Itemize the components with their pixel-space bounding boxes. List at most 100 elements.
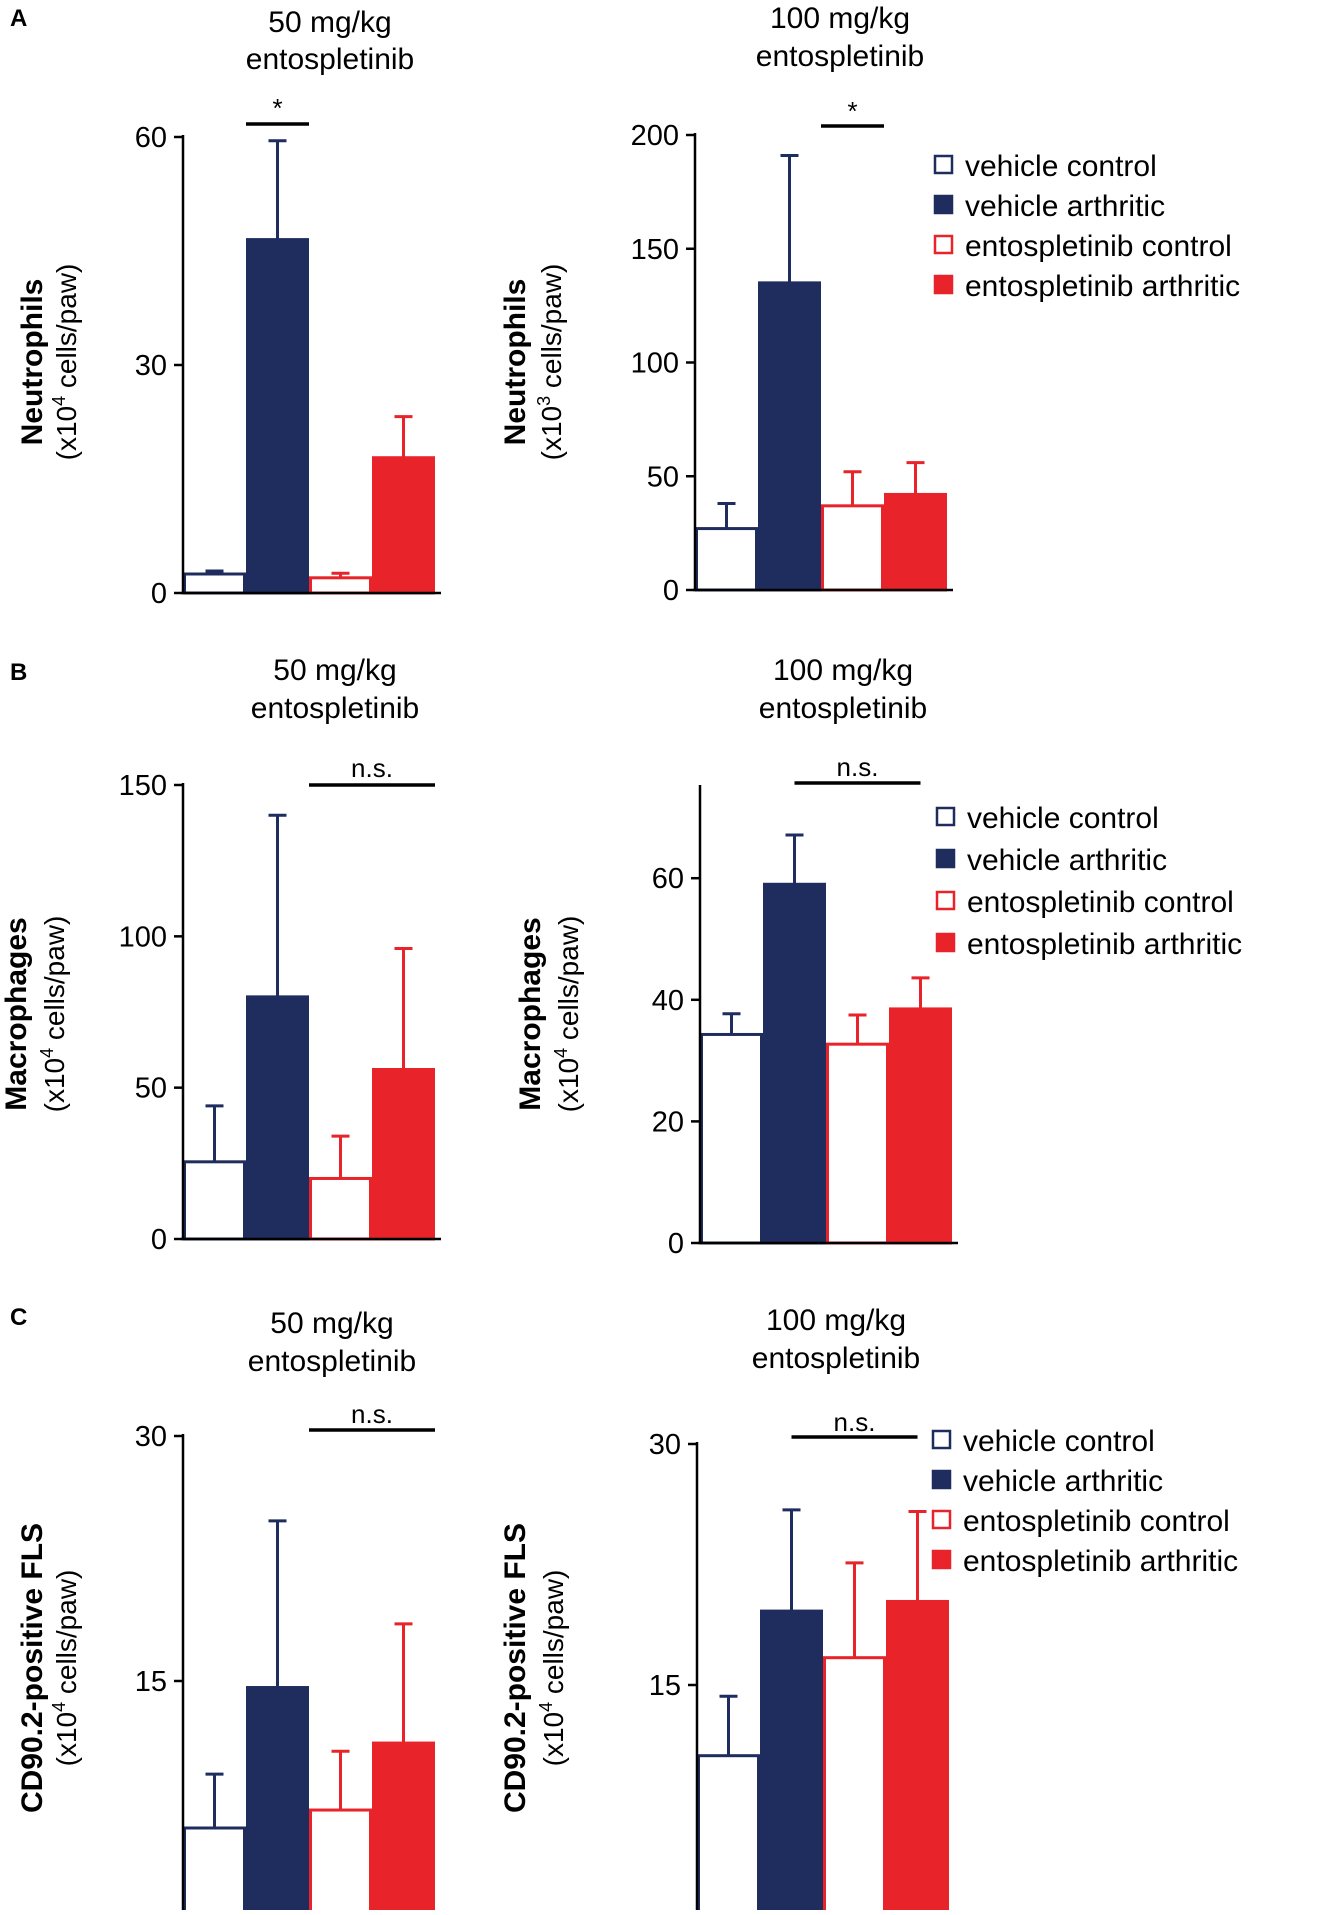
- bar-vehicle-arthritic: [246, 238, 309, 595]
- y-tick-label: 200: [631, 120, 679, 152]
- y-axis-unit: (x104 cells/paw): [551, 916, 584, 1113]
- y-axis-title: CD90.2-positive FLS: [16, 1523, 49, 1813]
- significance-label: *: [847, 96, 857, 126]
- y-tick-label: 20: [652, 1106, 684, 1138]
- y-tick-label: 150: [119, 770, 167, 802]
- chart-panel-4: 100 mg/kg entospletinib 0 20 40 60 Macrophages…: [514, 654, 1242, 1260]
- legend-swatch-entospletinib-control: [935, 890, 956, 911]
- bar-vehicle-arthritic: [246, 995, 309, 1241]
- bar-entospletinib-control: [826, 1042, 889, 1245]
- y-axis-title: Neutrophils: [499, 279, 532, 446]
- y-tick-label: 0: [151, 1224, 167, 1256]
- chart-title-line: entospletinib: [752, 1342, 920, 1375]
- legend-swatch-vehicle-control: [931, 1429, 952, 1450]
- y-axis-unit-part: cells/paw): [538, 1570, 569, 1702]
- legend-swatch-vehicle-arthritic: [931, 1469, 952, 1490]
- legend-swatch-vehicle-arthritic: [933, 194, 954, 215]
- y-axis-unit-part: cells/paw): [51, 1570, 82, 1702]
- y-axis-unit: (x103 cells/paw): [534, 264, 567, 461]
- legend-swatch-entospletinib-arthritic: [933, 274, 954, 295]
- y-axis-unit-part: cells/paw): [553, 916, 584, 1048]
- legend-swatch-entospletinib-control: [933, 234, 954, 255]
- chart-panel-5: C50 mg/kgentospletinib01530CD90.2-positi…: [10, 1304, 435, 1915]
- significance-label: n.s.: [837, 752, 879, 782]
- chart-title-line: entospletinib: [756, 40, 924, 73]
- significance-label: *: [272, 93, 282, 123]
- y-tick-label: 50: [647, 461, 679, 493]
- panel-letter: C: [10, 1304, 27, 1331]
- bar-entospletinib-control: [309, 576, 372, 595]
- chart-title-line: 100 mg/kg: [773, 654, 913, 687]
- y-tick-label: 60: [135, 122, 167, 154]
- bar-vehicle-arthritic: [246, 1686, 309, 1915]
- chart-title-line: entospletinib: [759, 692, 927, 725]
- bar-entospletinib-arthritic: [372, 1068, 435, 1241]
- bar-entospletinib-arthritic: [884, 492, 947, 592]
- y-axis-unit: (x104 cells/paw): [37, 916, 70, 1113]
- y-tick-label: 0: [663, 575, 679, 607]
- legend-label-vehicle-control: vehicle control: [967, 802, 1159, 835]
- y-axis-unit-part: (x10: [51, 406, 82, 460]
- y-axis-unit-part: (x10: [536, 406, 567, 460]
- bar-vehicle-control: [183, 1826, 246, 1915]
- y-tick-label: 15: [135, 1666, 167, 1698]
- panel-letter: B: [10, 659, 27, 686]
- bar-vehicle-control: [697, 1754, 760, 1915]
- y-axis-unit-part: (x10: [553, 1058, 584, 1112]
- y-axis-title: Macrophages: [514, 917, 547, 1110]
- chart-panel-2: 100 mg/kg entospletinib 0 50 100 150 200 Neutro…: [499, 2, 1240, 607]
- y-axis-title: Neutrophils: [16, 279, 49, 446]
- y-tick-label: 100: [119, 921, 167, 953]
- legend-label-entospletinib-arthritic: entospletinib arthritic: [965, 270, 1240, 303]
- y-axis-unit-exponent: 4: [536, 1702, 556, 1712]
- y-tick-label: 0: [668, 1228, 684, 1260]
- bar-vehicle-control: [700, 1032, 763, 1245]
- chart-title-line: entospletinib: [246, 43, 414, 76]
- legend-swatch-vehicle-control: [935, 806, 956, 827]
- legend-label-vehicle-arthritic: vehicle arthritic: [967, 844, 1167, 877]
- legend-swatch-vehicle-arthritic: [935, 848, 956, 869]
- y-axis-unit-part: cells/paw): [39, 916, 70, 1048]
- y-tick-label: 50: [135, 1073, 167, 1105]
- chart-title-line: 50 mg/kg: [268, 6, 391, 39]
- y-axis-unit-exponent: 4: [37, 1048, 57, 1058]
- legend-label-vehicle-arthritic: vehicle arthritic: [963, 1465, 1163, 1498]
- bar-vehicle-control: [183, 572, 246, 595]
- bar-entospletinib-control: [823, 1656, 886, 1915]
- y-axis-title: Macrophages: [0, 917, 33, 1110]
- y-axis-unit: (x104 cells/paw): [536, 1570, 569, 1767]
- chart-title-line: 50 mg/kg: [270, 1307, 393, 1340]
- legend-label-vehicle-arthritic: vehicle arthritic: [965, 190, 1165, 223]
- legend-label-entospletinib-arthritic: entospletinib arthritic: [963, 1545, 1238, 1578]
- bar-entospletinib-arthritic: [372, 456, 435, 595]
- y-axis-unit-exponent: 3: [534, 396, 554, 406]
- bar-vehicle-control: [183, 1160, 246, 1241]
- y-axis-unit-exponent: 4: [49, 1702, 69, 1712]
- bar-entospletinib-control: [309, 1808, 372, 1915]
- y-tick-label: 30: [135, 1421, 167, 1453]
- legend-label-vehicle-control: vehicle control: [965, 150, 1157, 183]
- bar-entospletinib-control: [309, 1176, 372, 1241]
- chart-panel-1: A 50 mg/kg entospletinib 0 30 60 Neutrophils (x…: [10, 5, 441, 610]
- y-axis-unit-part: (x10: [538, 1712, 569, 1766]
- legend-swatch-vehicle-control: [933, 154, 954, 175]
- y-tick-label: 30: [649, 1429, 681, 1461]
- legend-label-entospletinib-control: entospletinib control: [967, 886, 1234, 919]
- y-tick-label: 0: [151, 578, 167, 610]
- bar-vehicle-arthritic: [763, 882, 826, 1245]
- chart-panel-6: 100 mg/kgentospletinib01530CD90.2-positi…: [499, 1304, 1238, 1915]
- y-axis-unit-exponent: 4: [551, 1048, 571, 1058]
- panel-letter: A: [10, 5, 27, 32]
- legend-label-entospletinib-control: entospletinib control: [965, 230, 1232, 263]
- y-axis-unit-part: (x10: [39, 1058, 70, 1112]
- y-axis-unit-part: (x10: [51, 1712, 82, 1766]
- chart-title-line: 50 mg/kg: [273, 654, 396, 687]
- bar-entospletinib-control: [821, 504, 884, 592]
- y-axis-unit-part: cells/paw): [51, 264, 82, 396]
- legend-swatch-entospletinib-control: [931, 1509, 952, 1530]
- y-axis-unit-exponent: 4: [49, 396, 69, 406]
- legend-swatch-entospletinib-arthritic: [931, 1549, 952, 1570]
- legend-label-entospletinib-control: entospletinib control: [963, 1505, 1230, 1538]
